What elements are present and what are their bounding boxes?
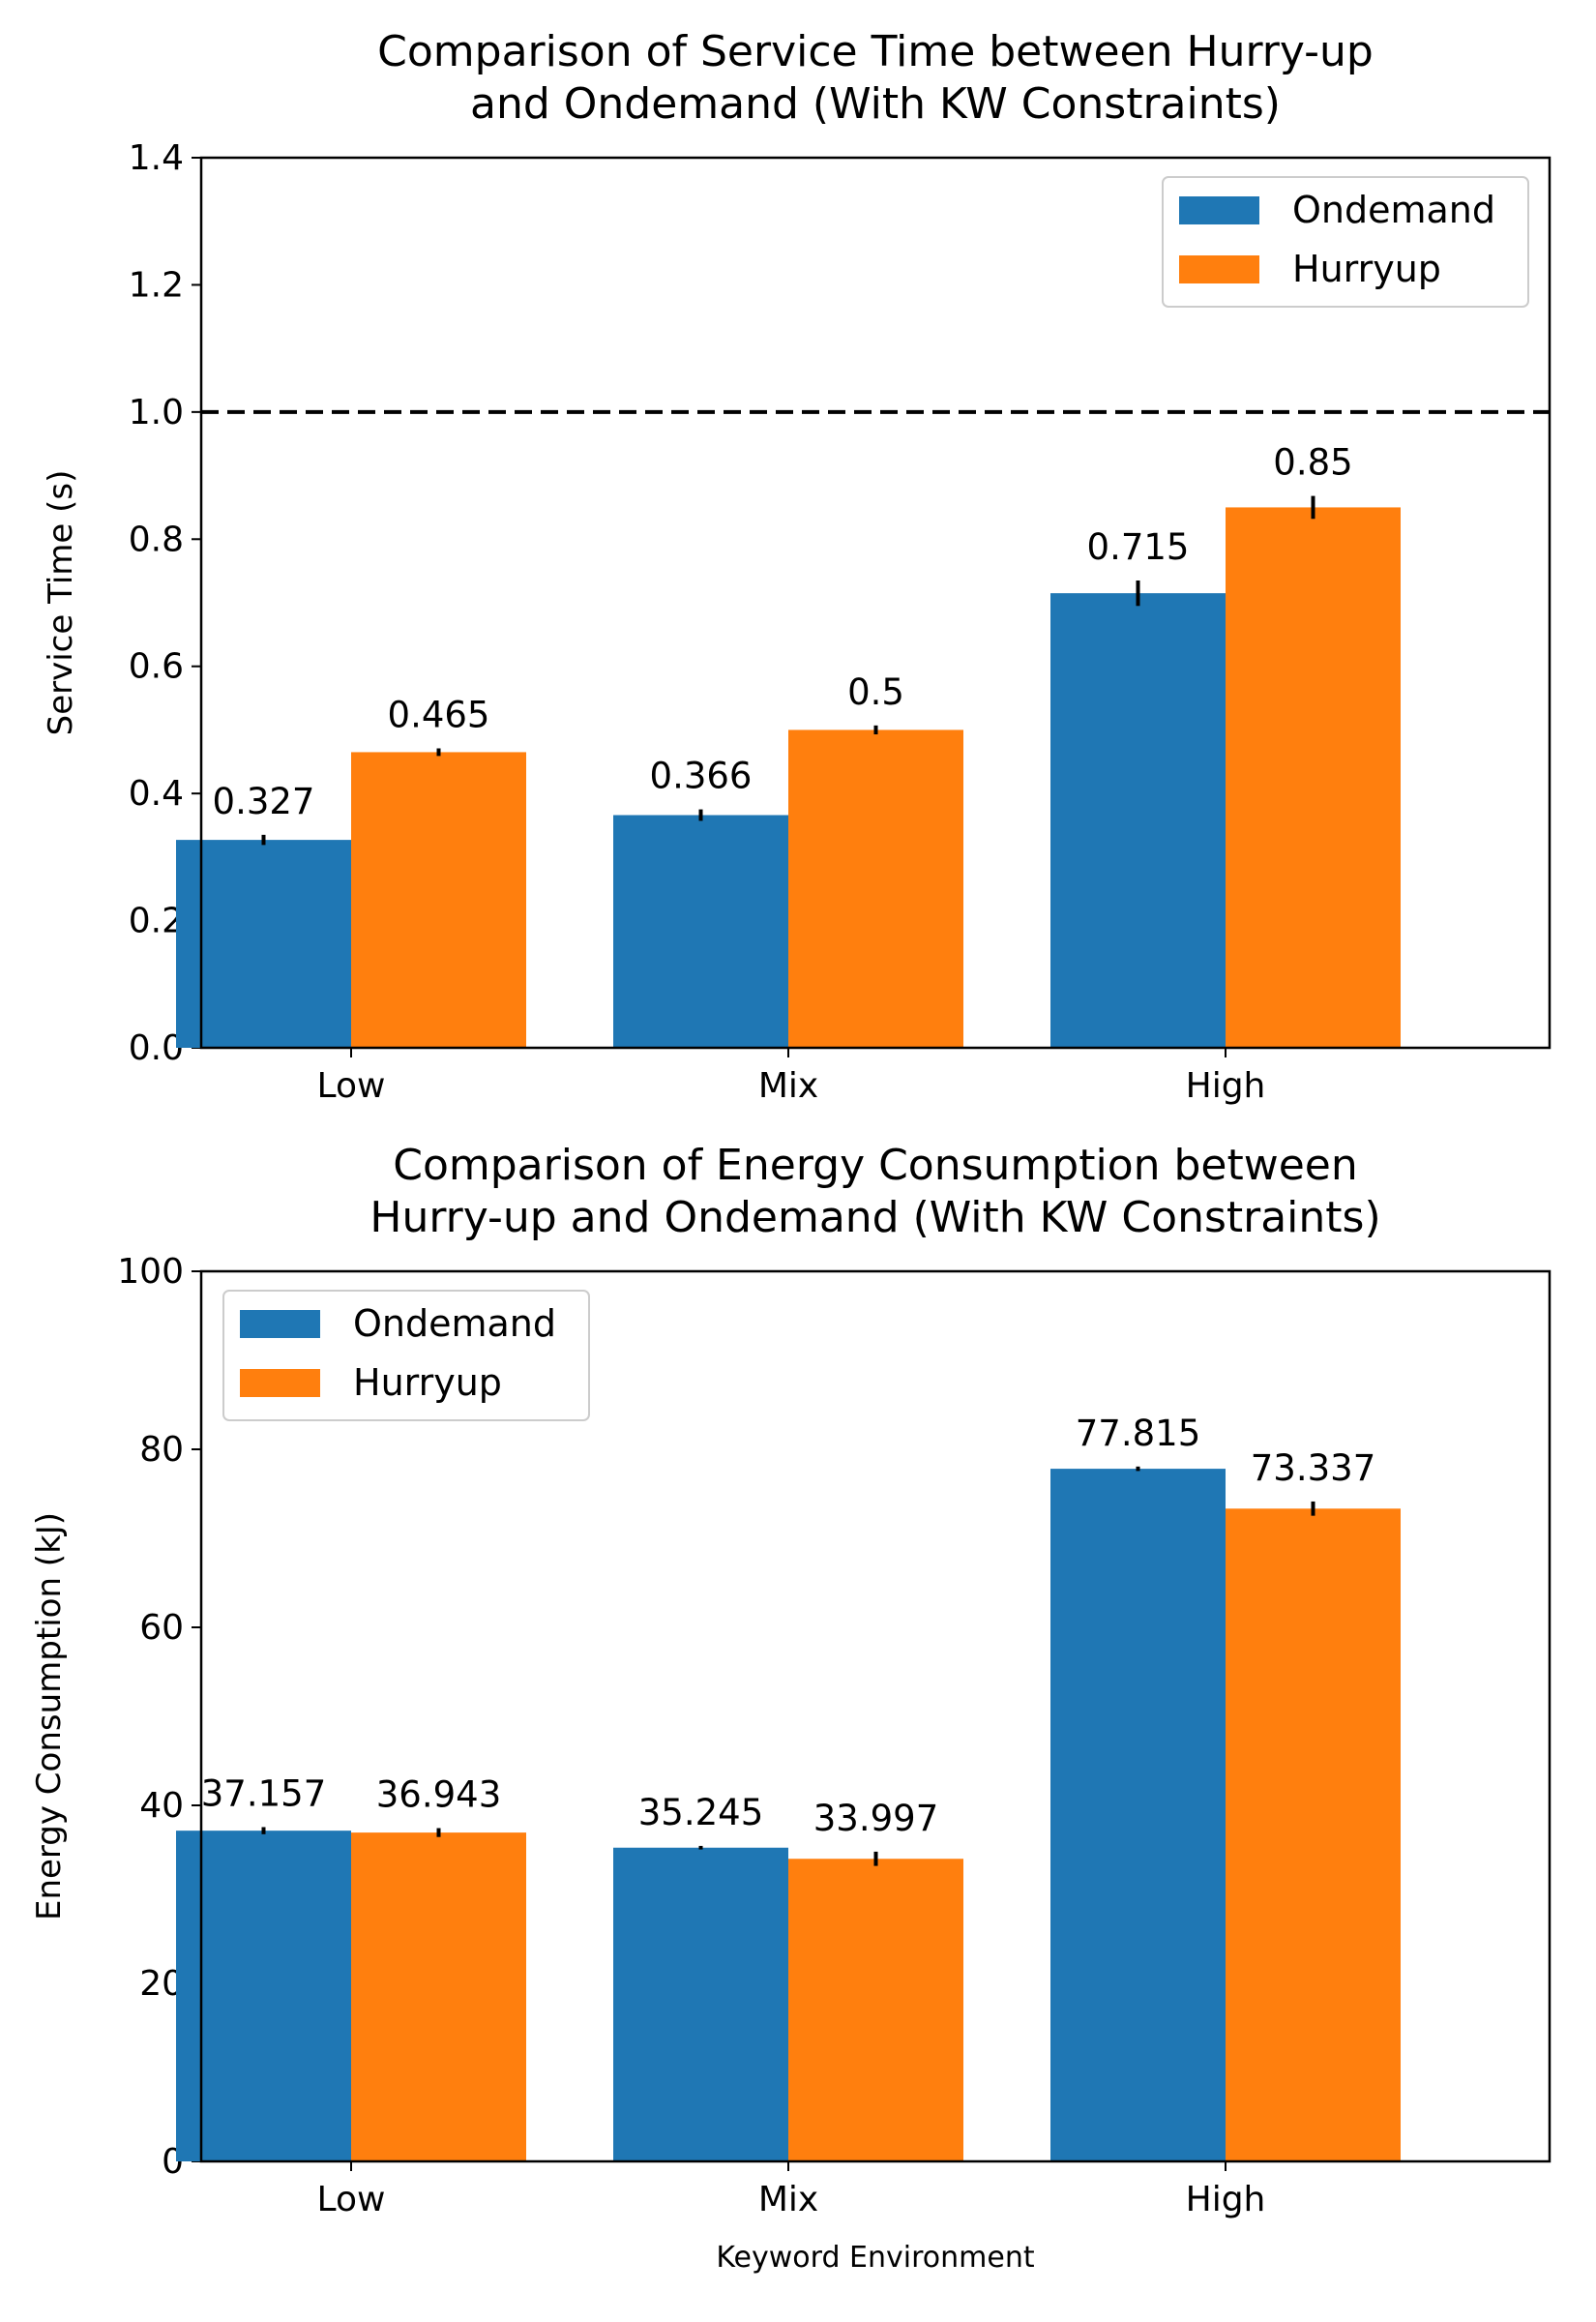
data-label: 37.157 [201, 1772, 326, 1814]
legend: Ondemand Hurryup [222, 1290, 590, 1421]
data-label: 33.997 [813, 1798, 938, 1839]
x-tick-label: Mix [758, 1066, 818, 1106]
bar-ondemand [1050, 1469, 1226, 2161]
legend-label-hurryup: Hurryup [1292, 248, 1441, 290]
y-axis-label: Energy Consumption (kJ) [30, 1512, 69, 1920]
chart-title-line: and Ondemand (With KW Constraints) [470, 79, 1281, 129]
y-tick-label: 80 [139, 1430, 184, 1470]
x-tick-label: High [1186, 2180, 1266, 2219]
data-label: 0.5 [847, 671, 904, 713]
x-axis-label: Keyword Environment [716, 2241, 1034, 2275]
chart-title-line: Hurry-up and Ondemand (With KW Constrain… [369, 1193, 1380, 1242]
y-tick-label: 1.2 [129, 265, 184, 305]
data-label: 73.337 [1251, 1447, 1375, 1489]
legend-swatch-ondemand [1179, 196, 1259, 224]
x-tick-label: Low [317, 2180, 386, 2219]
legend: Ondemand Hurryup [1162, 176, 1529, 308]
y-tick-label: 1.4 [129, 138, 184, 178]
bar-hurryup [788, 729, 963, 1048]
axes-frame [199, 156, 1552, 1050]
x-tick-label: Mix [758, 2180, 818, 2219]
axes-frame [199, 1269, 1552, 2163]
bar-ondemand [613, 815, 788, 1048]
bar-hurryup [1226, 507, 1401, 1048]
legend-label-ondemand: Ondemand [1292, 189, 1495, 231]
data-label: 77.815 [1076, 1413, 1200, 1454]
x-tick-label: Low [317, 1066, 386, 1106]
legend-swatch-hurryup [240, 1369, 320, 1397]
bar-ondemand [176, 840, 351, 1048]
bar-ondemand [613, 1847, 788, 2161]
chart-title-line: Comparison of Service Time between Hurry… [377, 27, 1374, 76]
y-tick-label: 0.4 [129, 774, 184, 814]
service-time-chart: Comparison of Service Time between Hurry… [42, 27, 1552, 1106]
y-tick-label: 0.2 [129, 902, 184, 941]
y-tick-label: 0.6 [129, 647, 184, 687]
y-tick-label: 0.8 [129, 520, 184, 559]
data-label: 0.366 [650, 756, 753, 797]
legend-swatch-hurryup [1179, 255, 1259, 283]
data-label: 0.715 [1087, 526, 1190, 568]
legend-swatch-ondemand [240, 1310, 320, 1338]
data-label: 0.85 [1273, 442, 1352, 484]
y-axis-label: Service Time (s) [42, 470, 80, 736]
chart-title-line: Comparison of Energy Consumption between [393, 1141, 1358, 1190]
legend-label-ondemand: Ondemand [353, 1302, 556, 1345]
y-tick-label: 100 [117, 1252, 184, 1292]
data-label: 0.327 [213, 781, 315, 822]
bar-hurryup [351, 752, 526, 1048]
y-tick-label: 60 [139, 1608, 184, 1648]
bar-hurryup [1226, 1508, 1401, 2161]
y-tick-label: 40 [139, 1786, 184, 1826]
bar-hurryup [788, 1859, 963, 2161]
bar-ondemand [1050, 593, 1226, 1048]
y-tick-label: 0.0 [129, 1028, 184, 1068]
legend-label-hurryup: Hurryup [353, 1361, 502, 1404]
data-label: 35.245 [638, 1792, 763, 1833]
y-tick-label: 1.0 [129, 393, 184, 432]
x-tick-label: High [1186, 1066, 1266, 1106]
bar-ondemand [176, 1831, 351, 2161]
data-label: 0.465 [388, 694, 490, 735]
energy-consumption-chart: Comparison of Energy Consumption between… [30, 1141, 1552, 2275]
data-label: 36.943 [376, 1774, 501, 1816]
bar-hurryup [351, 1832, 526, 2161]
